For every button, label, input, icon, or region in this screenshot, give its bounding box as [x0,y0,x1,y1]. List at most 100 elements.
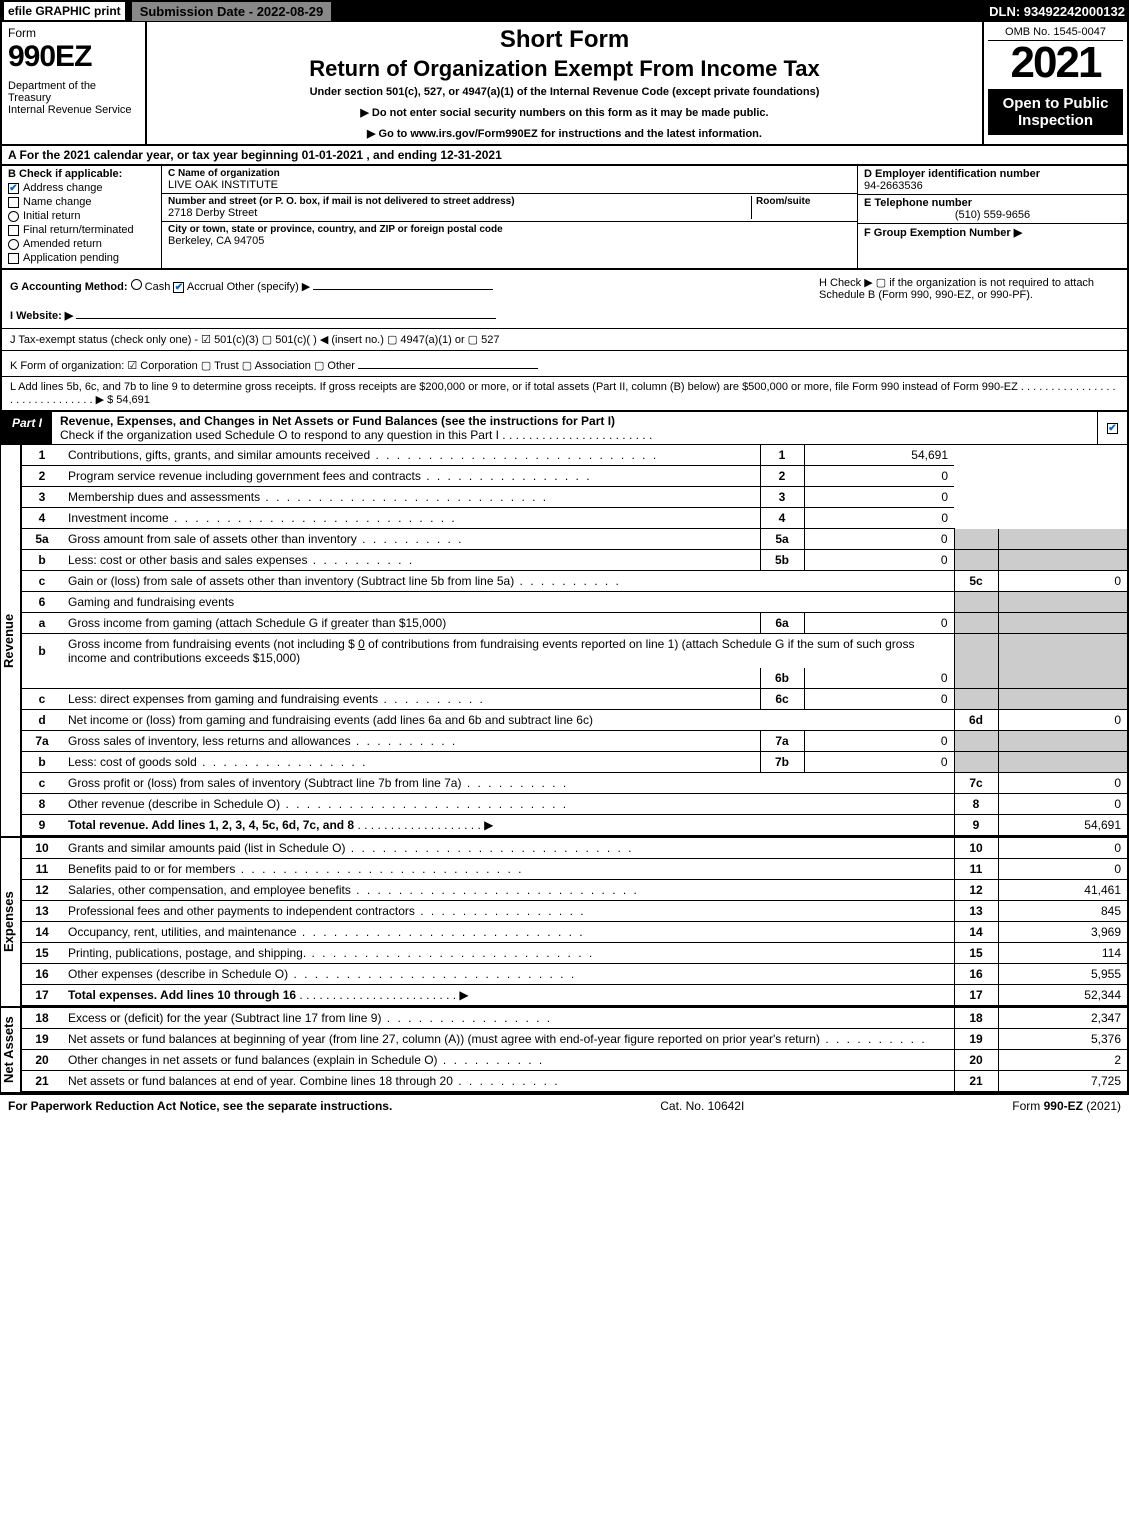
goto-text[interactable]: ▶ Go to www.irs.gov/Form990EZ for instru… [367,128,762,140]
footer-right: Form 990-EZ (2021) [1012,1099,1121,1113]
line-6: 6Gaming and fundraising events [22,592,1128,613]
submission-date: Submission Date - 2022-08-29 [131,1,333,22]
line-19: 19Net assets or fund balances at beginni… [22,1029,1128,1050]
g-label: G Accounting Method: [10,281,128,293]
i-label: I Website: ▶ [10,310,73,322]
address-change-label: Address change [23,182,103,194]
goto-note: ▶ Go to www.irs.gov/Form990EZ for instru… [153,127,976,140]
line-3: 3Membership dues and assessments30 [22,487,1128,508]
footer-mid: Cat. No. 10642I [660,1099,744,1113]
line-7a: 7aGross sales of inventory, less returns… [22,731,1128,752]
block-b-checkboxes: B Check if applicable: ✔ Address change N… [2,166,162,268]
return-title: Return of Organization Exempt From Incom… [153,56,976,82]
room-label: Room/suite [756,196,851,207]
under-section: Under section 501(c), 527, or 4947(a)(1)… [153,86,976,98]
revenue-section: Revenue 1Contributions, gifts, grants, a… [0,445,1129,838]
top-bar: efile GRAPHIC print Submission Date - 20… [0,0,1129,22]
street-value: 2718 Derby Street [168,207,751,219]
part1-title-text: Revenue, Expenses, and Changes in Net As… [60,414,615,428]
line-a: A For the 2021 calendar year, or tax yea… [0,146,1129,166]
part1-schedule-o-checkbox[interactable]: ✔ [1107,423,1118,434]
revenue-side-label: Revenue [0,445,22,836]
net-assets-side-label: Net Assets [0,1008,22,1092]
block-b: B Check if applicable: ✔ Address change N… [0,166,1129,270]
b-label: B Check if applicable: [8,168,155,180]
address-change-checkbox[interactable]: ✔ [8,183,19,194]
part1-header: Part I Revenue, Expenses, and Changes in… [0,412,1129,445]
line-15: 15Printing, publications, postage, and s… [22,943,1128,964]
line-18: 18Excess or (deficit) for the year (Subt… [22,1008,1128,1029]
city-label: City or town, state or province, country… [168,224,851,235]
k-text: K Form of organization: ☑ Corporation ▢ … [10,360,355,372]
line-5c: cGain or (loss) from sale of assets othe… [22,571,1128,592]
j-text: J Tax-exempt status (check only one) - ☑… [10,334,499,346]
header-center: Short Form Return of Organization Exempt… [147,22,982,144]
accrual-checkbox[interactable]: ✔ [173,282,184,293]
other-specify-field[interactable] [313,276,493,290]
application-pending-checkbox[interactable] [8,253,19,264]
footer-left: For Paperwork Reduction Act Notice, see … [8,1099,392,1113]
line-6b: bGross income from fundraising events (n… [22,634,1128,669]
h-text: H Check ▶ ▢ if the organization is not r… [819,277,1094,301]
line-a-text: A For the 2021 calendar year, or tax yea… [8,148,502,162]
line-16: 16Other expenses (describe in Schedule O… [22,964,1128,985]
line-17: 17Total expenses. Add lines 10 through 1… [22,985,1128,1006]
application-pending-label: Application pending [23,252,119,264]
net-assets-section: Net Assets 18Excess or (deficit) for the… [0,1008,1129,1094]
city-value: Berkeley, CA 94705 [168,235,851,247]
line-j: J Tax-exempt status (check only one) - ☑… [0,329,1129,351]
final-return-checkbox[interactable] [8,225,19,236]
line-7c: cGross profit or (loss) from sales of in… [22,773,1128,794]
block-def: D Employer identification number 94-2663… [857,166,1127,268]
line-l: L Add lines 5b, 6c, and 7b to line 9 to … [0,377,1129,412]
header-right: OMB No. 1545-0047 2021 Open to Public In… [982,22,1127,144]
department-label: Department of the Treasury Internal Reve… [8,80,139,116]
page-footer: For Paperwork Reduction Act Notice, see … [0,1094,1129,1117]
expenses-table: 10Grants and similar amounts paid (list … [22,838,1129,1006]
initial-return-checkbox[interactable] [8,211,19,222]
ein-value: 94-2663536 [864,180,1121,192]
section-gh: G Accounting Method: Cash ✔ Accrual Othe… [0,270,1129,329]
tax-year: 2021 [988,41,1123,85]
line-1: 1Contributions, gifts, grants, and simil… [22,445,1128,466]
open-to-public: Open to Public Inspection [988,89,1123,135]
accrual-label: Accrual [187,281,224,293]
phone-value: (510) 559-9656 [864,209,1121,221]
line-14: 14Occupancy, rent, utilities, and mainte… [22,922,1128,943]
final-return-label: Final return/terminated [23,224,134,236]
k-other-field[interactable] [358,355,538,369]
line-6a: aGross income from gaming (attach Schedu… [22,613,1128,634]
name-change-label: Name change [23,196,92,208]
line-6c: cLess: direct expenses from gaming and f… [22,689,1128,710]
expenses-section: Expenses 10Grants and similar amounts pa… [0,838,1129,1008]
c-label: C Name of organization [168,168,851,179]
name-change-checkbox[interactable] [8,197,19,208]
amended-return-checkbox[interactable] [8,239,19,250]
amended-return-label: Amended return [23,238,102,250]
line-4: 4Investment income40 [22,508,1128,529]
h-block: H Check ▶ ▢ if the organization is not r… [819,276,1119,322]
line-21: 21Net assets or fund balances at end of … [22,1071,1128,1092]
short-form-title: Short Form [153,26,976,54]
initial-return-label: Initial return [23,210,80,222]
line-7b: bLess: cost of goods sold7b0 [22,752,1128,773]
line-20: 20Other changes in net assets or fund ba… [22,1050,1128,1071]
part1-check-note: Check if the organization used Schedule … [60,428,652,442]
cash-label: Cash [145,281,171,293]
other-label: Other (specify) ▶ [227,281,311,293]
line-6d: dNet income or (loss) from gaming and fu… [22,710,1128,731]
line-13: 13Professional fees and other payments t… [22,901,1128,922]
cash-checkbox[interactable] [131,279,142,290]
line-12: 12Salaries, other compensation, and empl… [22,880,1128,901]
part1-badge: Part I [2,412,52,444]
website-field[interactable] [76,305,496,319]
line-11: 11Benefits paid to or for members110 [22,859,1128,880]
form-number: 990EZ [8,40,139,74]
line-2: 2Program service revenue including gover… [22,466,1128,487]
line-6b-val: 6b0 [22,668,1128,689]
e-label: E Telephone number [864,197,1121,209]
part1-title: Revenue, Expenses, and Changes in Net As… [52,412,1097,444]
block-c: C Name of organization LIVE OAK INSTITUT… [162,166,857,268]
line-10: 10Grants and similar amounts paid (list … [22,838,1128,859]
revenue-table: 1Contributions, gifts, grants, and simil… [22,445,1129,836]
